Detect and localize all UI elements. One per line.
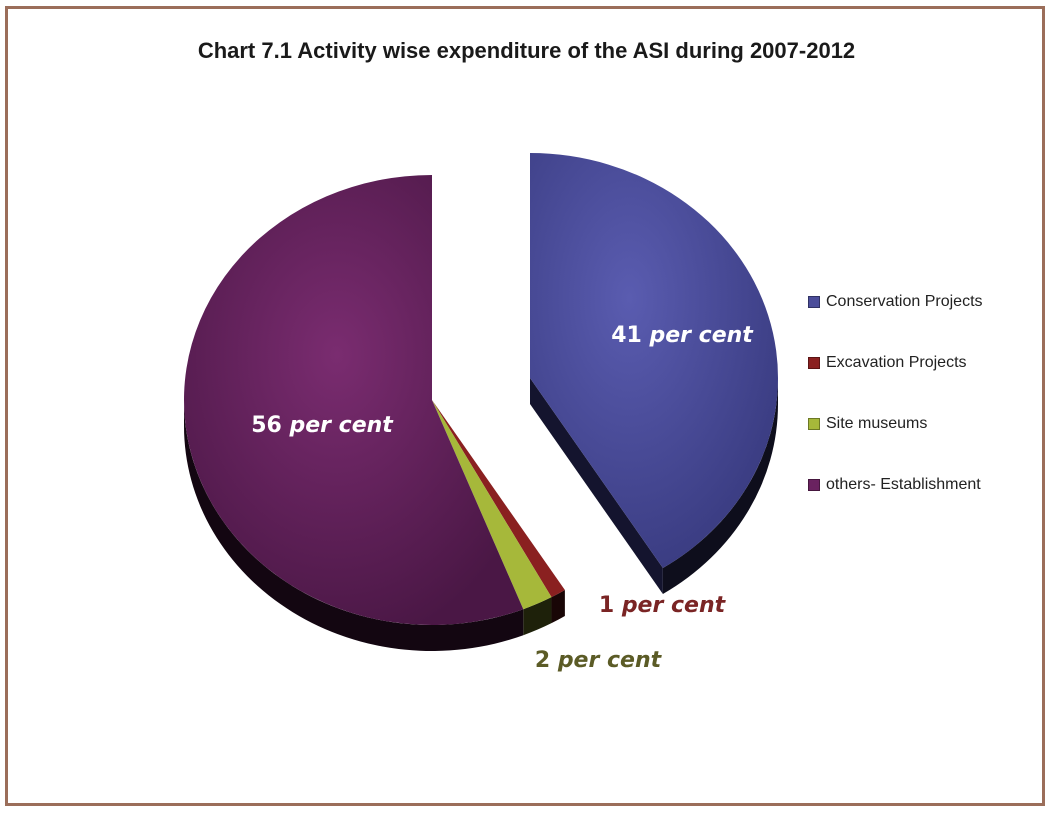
data-label-2: 2 per cent — [535, 648, 663, 673]
slice-side-3 — [184, 400, 524, 651]
legend-item-excavation-projects: Excavation Projects — [808, 353, 983, 373]
pie-slices — [184, 153, 778, 625]
data-label-3: 56 per cent — [251, 413, 394, 438]
pie-slice-excavation-projects — [432, 400, 565, 598]
legend-item-conservation-projects: Conservation Projects — [808, 292, 983, 312]
legend-label: Conservation Projects — [826, 293, 983, 310]
pie-slice-others-establishment — [184, 174, 524, 625]
legend-swatch-icon — [808, 479, 820, 491]
chart-title: Chart 7.1 Activity wise expenditure of t… — [197, 38, 856, 63]
chart-legend: Conservation Projects Excavation Project… — [808, 292, 983, 536]
slice-cut-wall-0 — [530, 378, 663, 594]
pie-slice-conservation-projects — [530, 153, 778, 568]
slice-side-2 — [523, 597, 552, 636]
legend-swatch-icon — [808, 418, 820, 430]
legend-swatch-icon — [808, 296, 820, 308]
legend-label: others- Establishment — [826, 476, 981, 493]
data-label-1: 1 per cent — [599, 593, 727, 618]
data-label-0: 41 per cent — [611, 323, 754, 348]
pie-slice-site-museums — [432, 400, 552, 610]
legend-item-others-establishment: others- Establishment — [808, 475, 983, 495]
legend-label: Site museums — [826, 415, 928, 432]
slice-side-1 — [551, 589, 565, 624]
pie-data-labels: 41 per cent 1 per cent 2 per cent 56 per ce… — [251, 323, 754, 673]
pie-3d-sides — [184, 378, 778, 651]
legend-item-site-museums: Site museums — [808, 414, 983, 434]
legend-label: Excavation Projects — [826, 354, 967, 371]
chart-frame — [5, 6, 1045, 806]
legend-swatch-icon — [808, 357, 820, 369]
slice-side-0 — [662, 378, 778, 594]
